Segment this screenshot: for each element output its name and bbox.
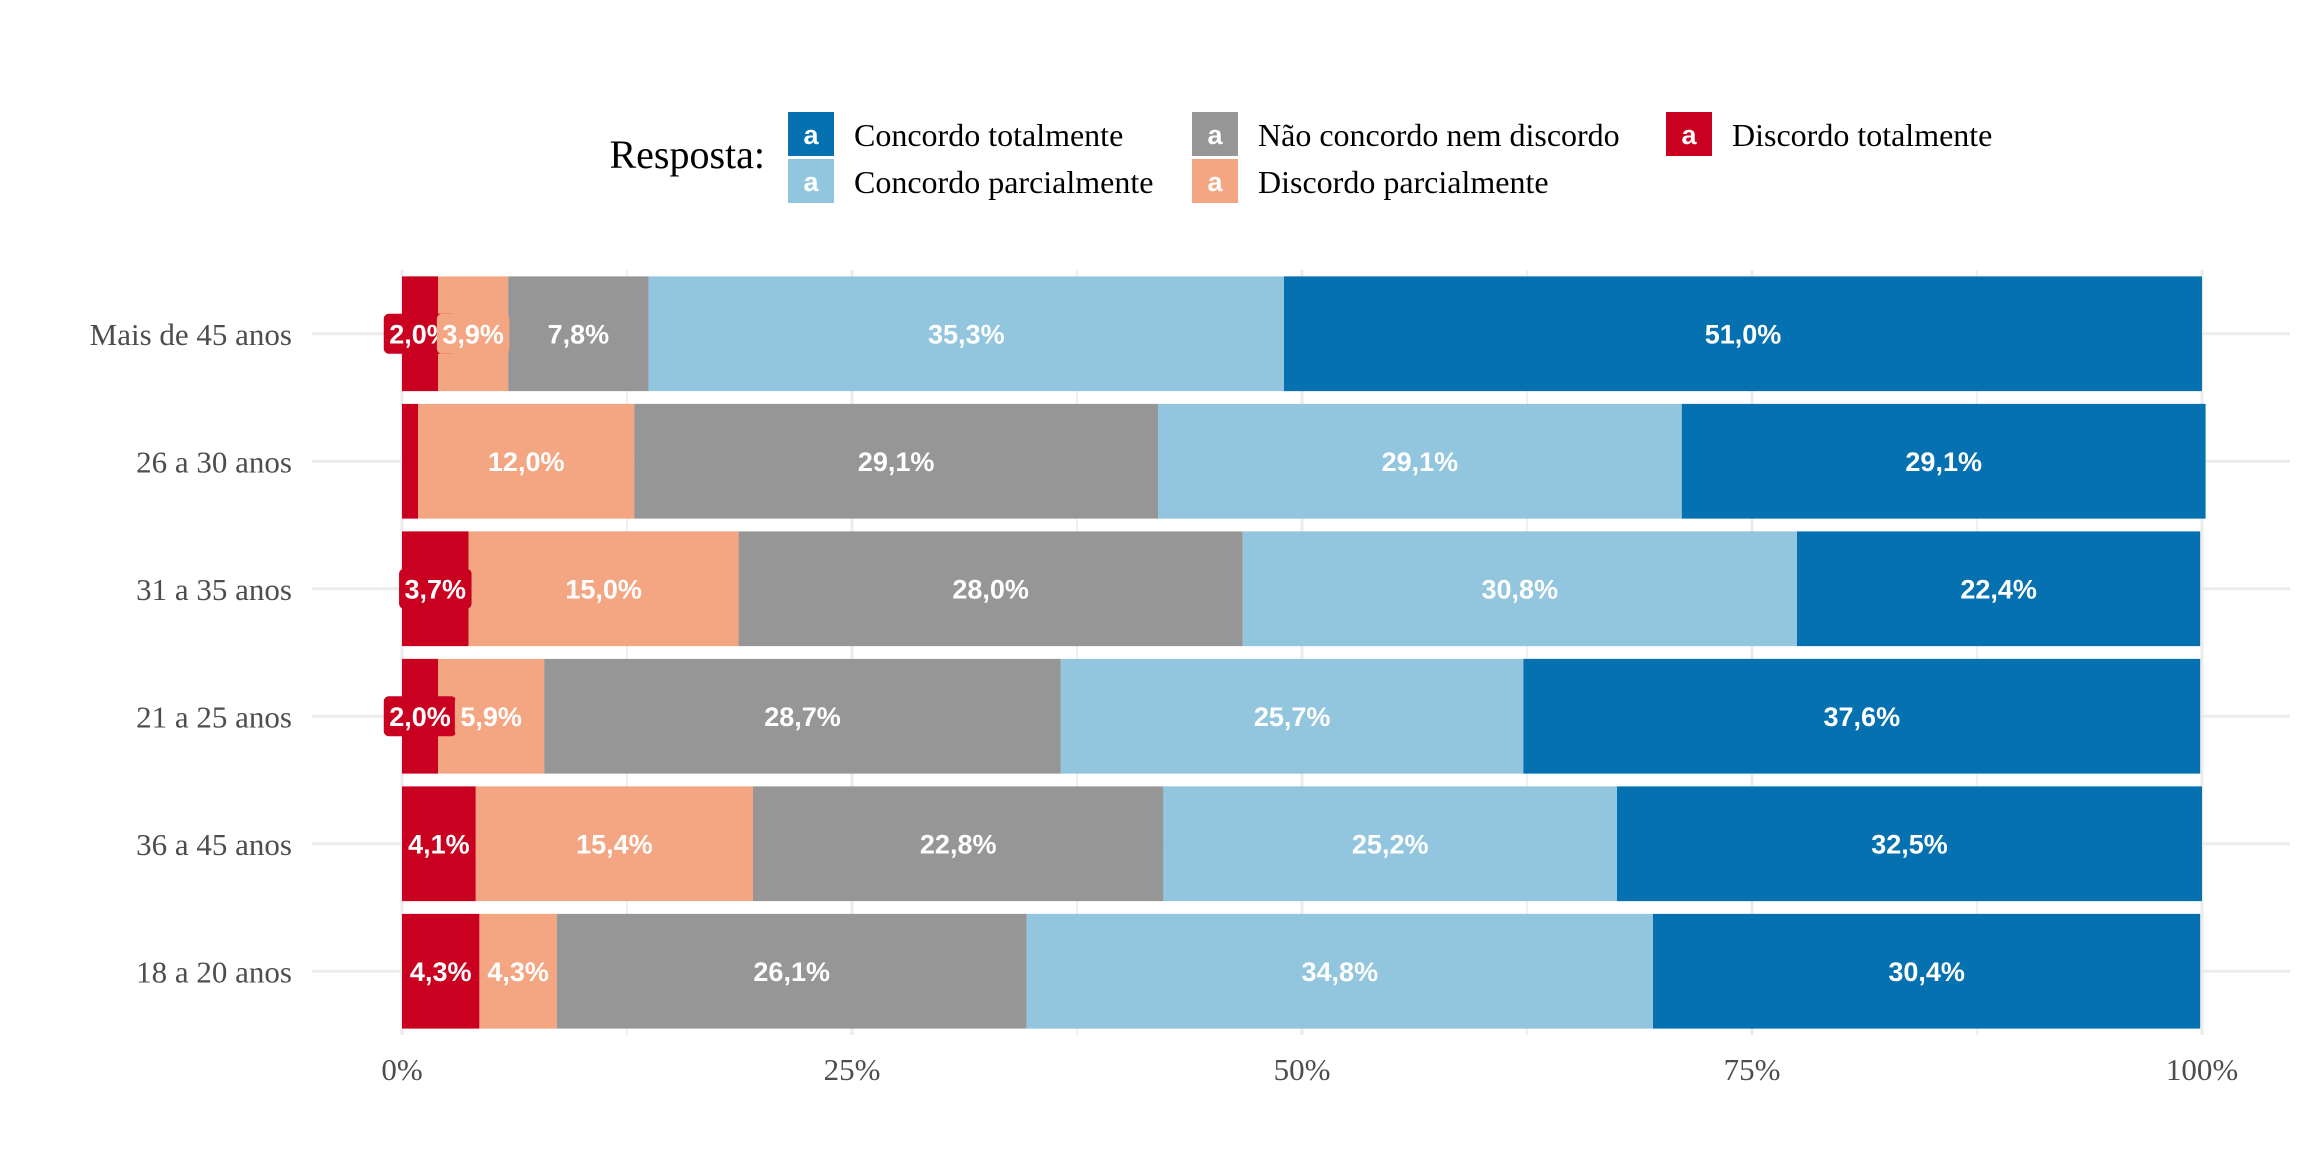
legend-key-discordo-totalmente <box>1666 112 1712 156</box>
y-tick-label: 31 a 35 anos <box>136 572 292 607</box>
legend-key-glyph: a <box>803 120 819 150</box>
data-label-box <box>1376 441 1464 482</box>
data-label: 25,2% <box>1352 829 1429 859</box>
data-label: 30,4% <box>1888 957 1965 987</box>
legend-label: Discordo parcialmente <box>1258 164 1549 200</box>
data-label-box <box>1899 441 1988 482</box>
data-label: 22,4% <box>1960 574 2037 604</box>
data-label-box <box>1882 951 1971 992</box>
x-tick-label: 0% <box>381 1052 422 1087</box>
data-label-box <box>1346 823 1434 864</box>
data-label: 28,7% <box>764 702 841 732</box>
data-label-box <box>747 951 836 992</box>
legend-key-nao-concordo-nem-discordo <box>1192 112 1238 156</box>
data-label: 15,4% <box>576 829 653 859</box>
data-label-box <box>570 823 659 864</box>
y-tick-label: 36 a 45 anos <box>136 827 292 862</box>
y-tick-label: 18 a 20 anos <box>136 954 292 989</box>
data-label-box <box>1296 951 1384 992</box>
data-label: 29,1% <box>1905 447 1982 477</box>
data-label: 5,9% <box>460 702 522 732</box>
x-tick-label: 100% <box>2166 1052 2238 1087</box>
data-label: 3,7% <box>405 574 467 604</box>
data-label-box <box>1818 696 1906 737</box>
data-label: 22,8% <box>920 829 997 859</box>
data-label-box <box>436 313 510 354</box>
data-label-box <box>852 441 940 482</box>
x-tick-label: 75% <box>1724 1052 1781 1087</box>
legend-key-discordo-parcialmente <box>1192 159 1238 203</box>
data-label-box <box>402 823 476 864</box>
y-tick-label: Mais de 45 anos <box>90 317 292 352</box>
data-label: 25,7% <box>1254 702 1331 732</box>
data-label: 12,0% <box>488 447 565 477</box>
y-axis: Mais de 45 anos 26 a 30 anos 31 a 35 anos 2… <box>90 317 292 990</box>
data-label-box <box>559 568 648 609</box>
data-label: 32,5% <box>1871 829 1948 859</box>
bars <box>402 276 2206 1029</box>
legend-label: Concordo parcialmente <box>854 164 1153 200</box>
data-label-box <box>1954 568 2043 609</box>
data-label: 4,3% <box>487 957 549 987</box>
y-tick-label: 26 a 30 anos <box>136 444 292 479</box>
legend-label: Concordo totalmente <box>854 117 1123 153</box>
legend: Resposta: a Concordo totalmente a Concordo … <box>609 112 1992 203</box>
data-label-box <box>481 951 555 992</box>
y-tick-label: 21 a 25 anos <box>136 699 292 734</box>
data-label-box <box>1699 313 1787 354</box>
x-tick-label: 25% <box>824 1052 881 1087</box>
data-label-box <box>1476 568 1564 609</box>
data-label-box <box>383 696 457 737</box>
legend-key-glyph: a <box>1681 120 1697 150</box>
data-label-box <box>454 696 528 737</box>
legend-key-concordo-totalmente <box>788 112 834 156</box>
data-label-box <box>542 313 615 354</box>
legend-key-concordo-parcialmente <box>788 159 834 203</box>
data-label: 3,9% <box>442 319 504 349</box>
data-label: 37,6% <box>1824 702 1901 732</box>
data-label-box <box>946 568 1035 609</box>
data-label: 15,0% <box>565 574 642 604</box>
legend-key-glyph: a <box>1207 120 1223 150</box>
data-label: 4,3% <box>410 957 472 987</box>
data-labels: 2,0% 3,9% 7,8% 35,3% 51,0% 12,0% 29,1% 29,1% 29,… <box>383 313 2043 992</box>
data-label-box <box>1865 823 1954 864</box>
x-axis: 0% 25% 50% 75% 100% <box>381 1052 2238 1087</box>
data-label: 29,1% <box>858 447 935 477</box>
legend-key-glyph: a <box>803 167 819 197</box>
data-label-box <box>482 441 570 482</box>
data-label-box <box>404 951 477 992</box>
data-label: 51,0% <box>1705 319 1782 349</box>
data-label-box <box>922 313 1011 354</box>
data-label-box <box>403 441 418 482</box>
data-label: 28,0% <box>952 574 1029 604</box>
data-label: 29,1% <box>1382 447 1459 477</box>
legend-label: Não concordo nem discordo <box>1258 117 1620 153</box>
data-label: 26,1% <box>753 957 830 987</box>
data-label: 35,3% <box>928 319 1005 349</box>
x-tick-label: 50% <box>1274 1052 1331 1087</box>
data-label: 7,8% <box>548 319 610 349</box>
data-label: 30,8% <box>1482 574 1559 604</box>
legend-label: Discordo totalmente <box>1732 117 1992 153</box>
data-label-box <box>914 823 1002 864</box>
data-label-box <box>758 696 847 737</box>
data-label: 4,1% <box>408 829 470 859</box>
legend-title: Resposta: <box>609 132 765 177</box>
data-label: 2,0% <box>389 702 451 732</box>
data-label-box <box>399 568 472 609</box>
data-label: 34,8% <box>1302 957 1379 987</box>
data-label-box <box>1248 696 1336 737</box>
legend-key-glyph: a <box>1207 167 1223 197</box>
